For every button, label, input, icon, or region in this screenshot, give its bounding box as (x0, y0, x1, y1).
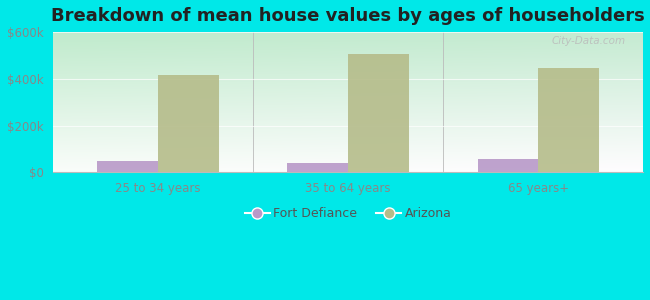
Bar (348, 54, 409, 172)
Bar (97, 160, 158, 172)
Bar (287, 164, 348, 172)
Title: Breakdown of mean house values by ages of householders: Breakdown of mean house values by ages o… (51, 7, 645, 25)
Legend: Fort Defiance, Arizona: Fort Defiance, Arizona (240, 202, 457, 225)
Text: City-Data.com: City-Data.com (551, 36, 625, 46)
Bar (478, 159, 538, 172)
Bar (538, 68, 599, 172)
Bar (158, 75, 219, 172)
